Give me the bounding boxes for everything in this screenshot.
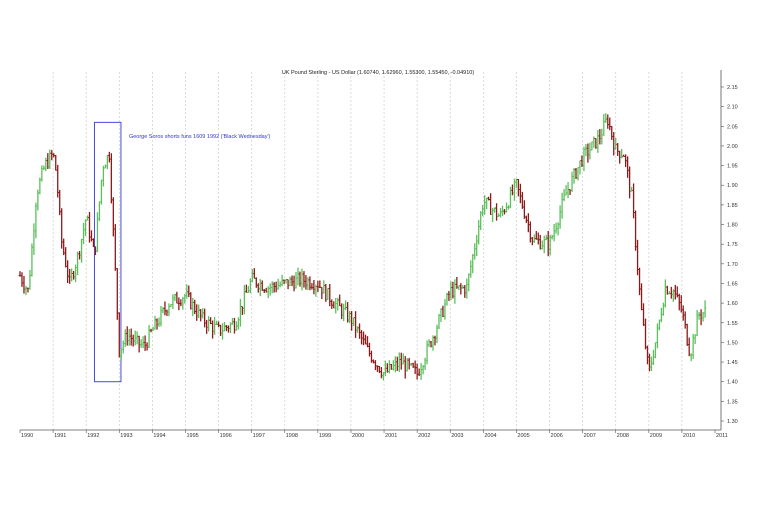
y-tick-label: 1.95 [727, 164, 738, 170]
y-tick-label: 2.15 [727, 85, 738, 91]
x-tick-label: 2006 [551, 433, 563, 439]
y-tick-label: 1.30 [727, 419, 738, 425]
x-tick-label: 2000 [352, 433, 364, 439]
y-tick-label: 2.00 [727, 144, 738, 150]
x-tick-label: 1995 [186, 433, 198, 439]
x-tick-label: 1997 [253, 433, 265, 439]
y-tick-label: 1.50 [727, 340, 738, 346]
y-tick-label: 1.70 [727, 262, 738, 268]
y-tick-label: 1.90 [727, 183, 738, 189]
y-tick-label: 1.45 [727, 360, 738, 366]
x-tick-label: 2010 [683, 433, 695, 439]
y-tick-label: 1.85 [727, 203, 738, 209]
x-tick-label: 1991 [54, 433, 66, 439]
y-tick-label: 1.40 [727, 380, 738, 386]
x-axis-ticks: 1990 1991 1992 1993 1994 1995 1996 1997 1998 1999… [19, 430, 728, 439]
annotation-box-group: George Soros shorts funs 1609 1992 ('Bla… [93, 121, 271, 383]
x-tick-label: 2002 [418, 433, 430, 439]
ohlc-bars [18, 113, 707, 381]
y-tick-label: 1.55 [727, 321, 738, 327]
x-tick-label: 2009 [650, 433, 662, 439]
x-tick-label: 2003 [451, 433, 463, 439]
x-tick-label: 1999 [319, 433, 331, 439]
y-tick-label: 2.05 [727, 124, 738, 130]
x-tick-label: 2005 [517, 433, 529, 439]
y-tick-label: 1.35 [727, 399, 738, 405]
vertical-gridlines [52, 72, 683, 430]
x-tick-label: 2008 [617, 433, 629, 439]
x-tick-label: 1993 [120, 433, 132, 439]
annotation-box [93, 121, 122, 383]
y-tick-label: 1.75 [727, 242, 738, 248]
y-tick-label: 1.80 [727, 223, 738, 229]
x-tick-label: 2001 [385, 433, 397, 439]
y-tick-label: 1.60 [727, 301, 738, 307]
x-tick-label: 1990 [21, 433, 33, 439]
y-tick-label: 2.10 [727, 105, 738, 111]
x-tick-label: 2007 [584, 433, 596, 439]
x-tick-label: 2011 [716, 433, 728, 439]
x-tick-label: 1998 [286, 433, 298, 439]
chart-title: UK Pound Sterling - US Dollar (1.60740, … [282, 70, 474, 76]
y-tick-label: 1.65 [727, 281, 738, 287]
x-tick-label: 2004 [484, 433, 496, 439]
annotation-label: George Soros shorts funs 1609 1992 ('Bla… [129, 134, 271, 140]
y-axis-ticks: 1.30 1.35 1.40 1.45 1.50 1.55 1.60 1.65 1.70 1.75… [721, 85, 738, 425]
x-tick-label: 1994 [153, 433, 165, 439]
x-tick-label: 1992 [87, 433, 99, 439]
x-tick-label: 1996 [220, 433, 232, 439]
